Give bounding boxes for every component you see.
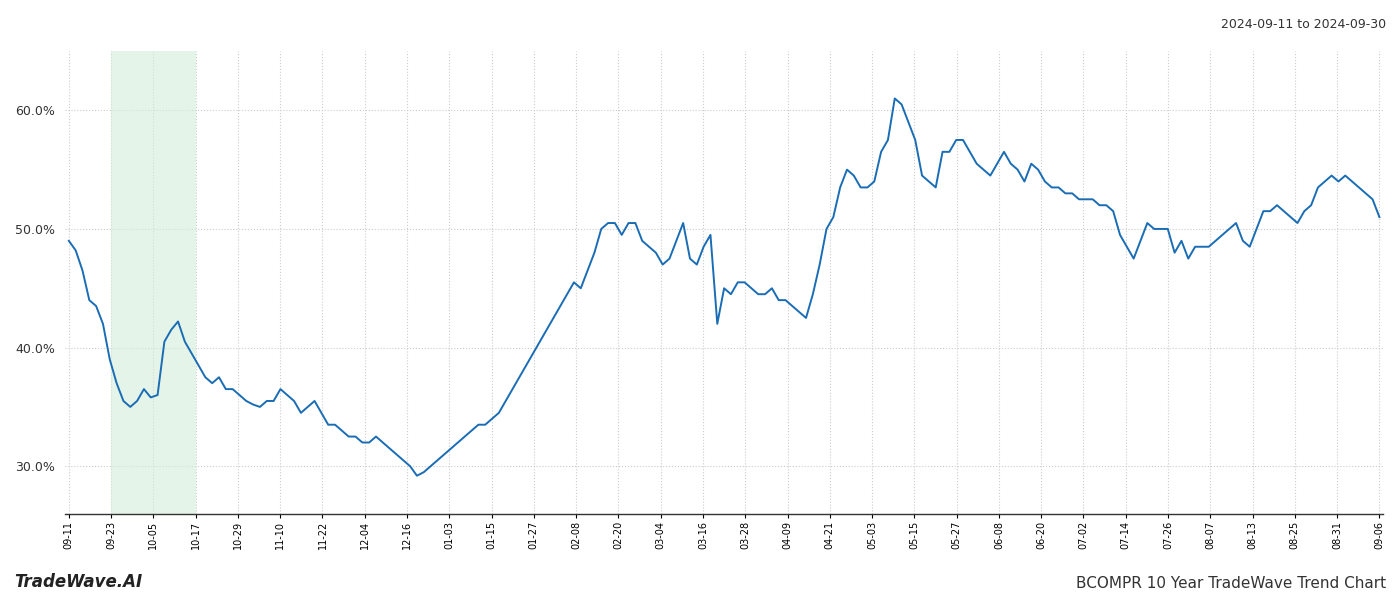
Bar [111,51,196,514]
Text: BCOMPR 10 Year TradeWave Trend Chart: BCOMPR 10 Year TradeWave Trend Chart [1075,576,1386,591]
Text: 2024-09-11 to 2024-09-30: 2024-09-11 to 2024-09-30 [1221,18,1386,31]
Text: TradeWave.AI: TradeWave.AI [14,573,143,591]
